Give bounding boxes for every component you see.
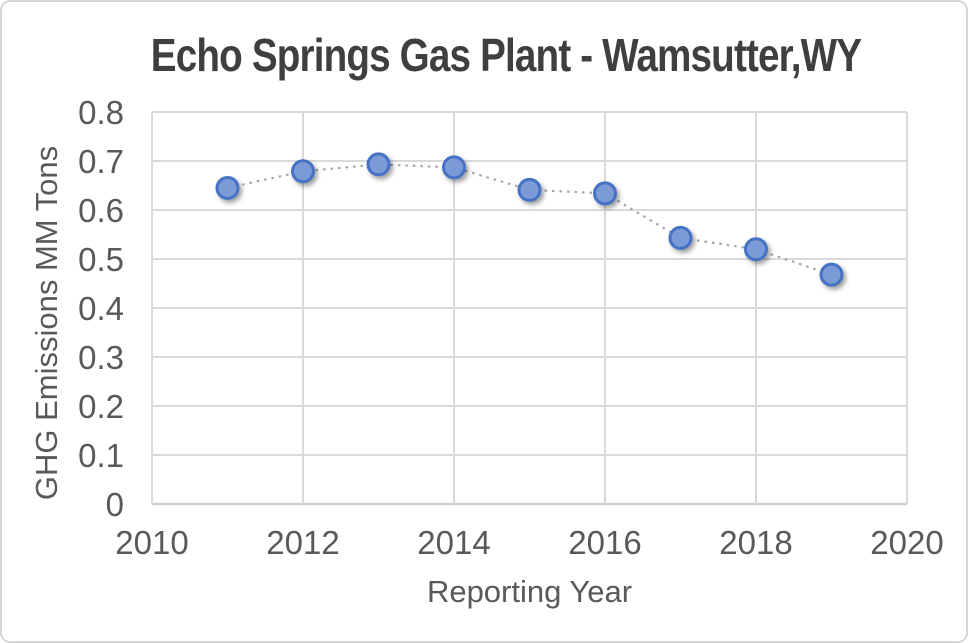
y-tick-label: 0.4 <box>78 290 124 327</box>
chart-title: Echo Springs Gas Plant - Wamsutter,WY <box>150 29 862 81</box>
x-axis-title: Reporting Year <box>426 574 633 609</box>
data-point <box>593 181 617 206</box>
y-tick-label: 0.8 <box>78 94 124 131</box>
data-point <box>668 225 693 250</box>
x-tick-label: 2012 <box>266 524 339 561</box>
y-tick-label: 0.5 <box>78 241 124 278</box>
data-point <box>744 237 768 262</box>
x-tick-label: 2020 <box>870 524 943 561</box>
data-point <box>517 177 542 202</box>
y-tick-label: 0.6 <box>78 192 124 229</box>
x-tick-label: 2018 <box>719 524 792 561</box>
x-tick-label: 2014 <box>417 524 490 561</box>
data-point <box>215 175 240 200</box>
y-tick-label: 0 <box>106 486 124 523</box>
y-tick-label: 0.2 <box>78 388 124 425</box>
y-axis-title: GHG Emissions MM Tons <box>29 145 64 501</box>
x-tick-label: 2016 <box>568 524 641 561</box>
y-tick-label: 0.3 <box>78 339 124 376</box>
x-tick-label: 2010 <box>115 524 188 561</box>
data-point <box>366 152 391 177</box>
y-tick-label: 0.1 <box>78 437 124 474</box>
data-point <box>442 155 466 180</box>
data-point <box>819 262 844 287</box>
data-point <box>291 159 315 184</box>
y-tick-label: 0.7 <box>78 143 124 180</box>
